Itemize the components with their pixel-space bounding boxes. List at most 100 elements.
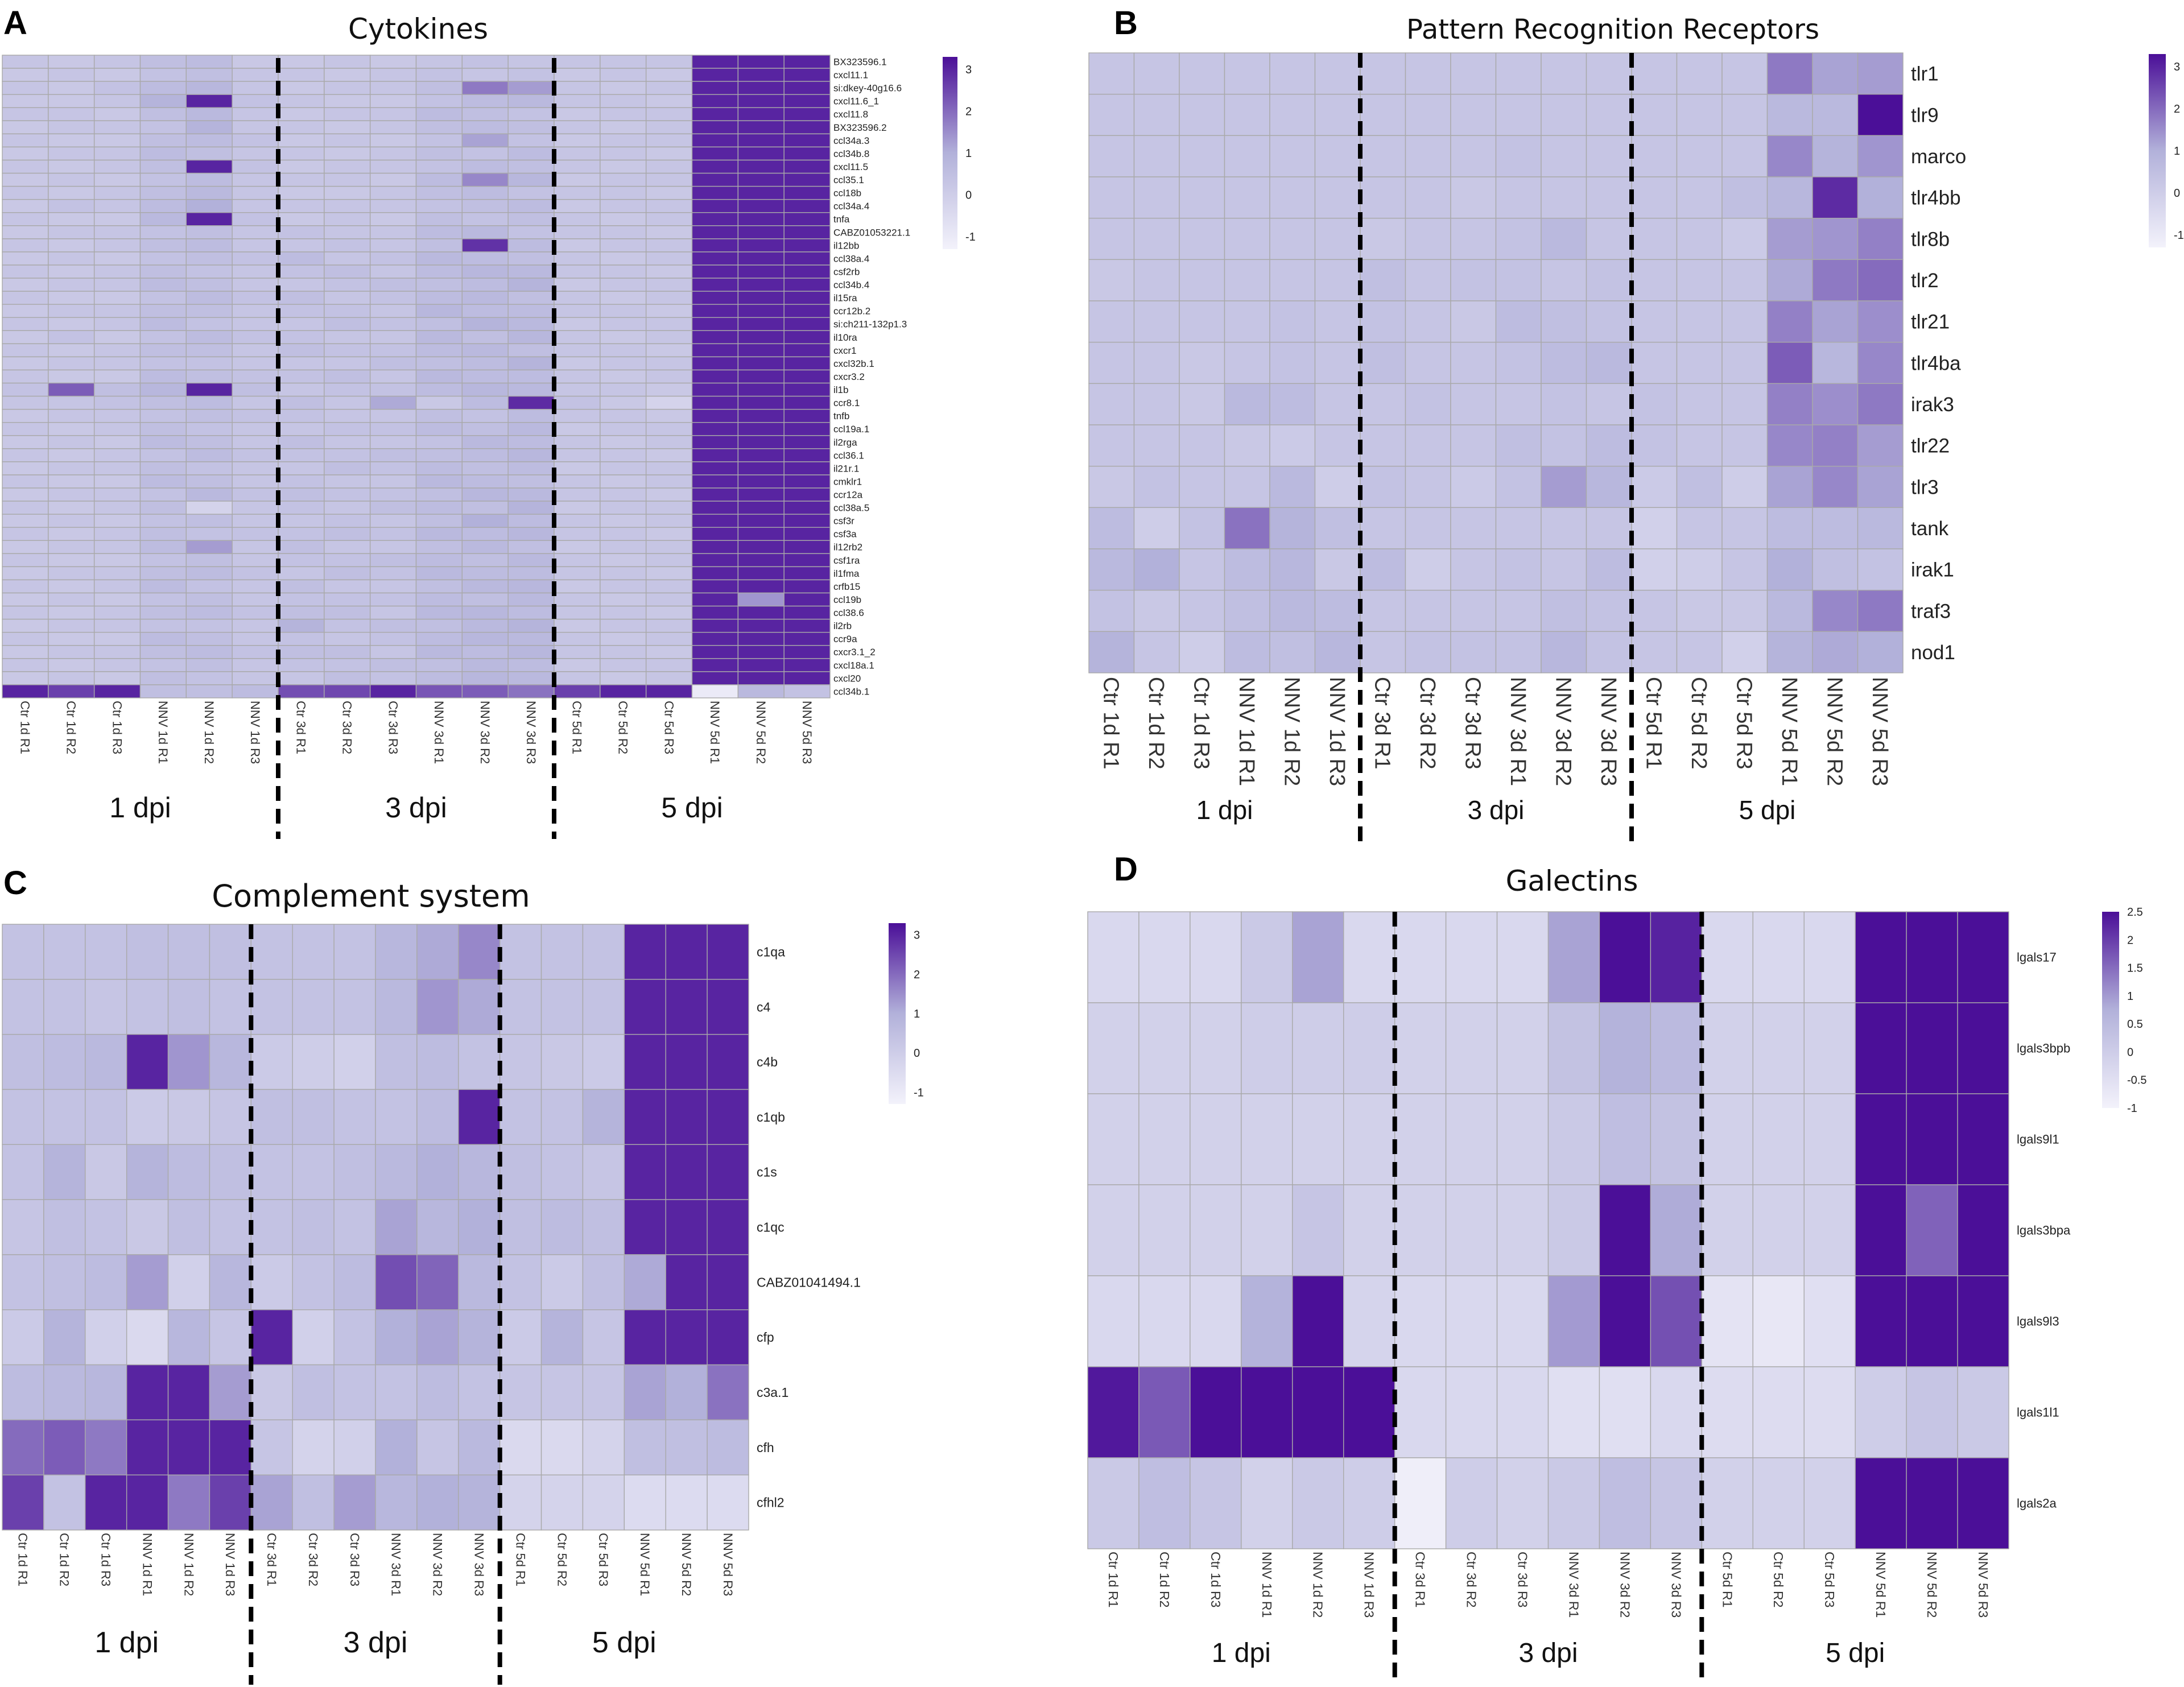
heatmap-cell-b-tlr22-nnv-1d-r1 xyxy=(1224,424,1270,467)
heatmap-cell-a-cxcl11-1-ctr-5d-r2 xyxy=(600,68,647,82)
heatmap-cell-a-il1fma-ctr-3d-r1 xyxy=(278,566,325,581)
heatmap-cell-a-cxcr3-2-ctr-1d-r3 xyxy=(93,369,141,384)
heatmap-cell-a-ccl34a-3-nnv-5d-r3 xyxy=(783,133,831,148)
heatmap-cell-a-cxcr3-2-ctr-3d-r3 xyxy=(369,369,417,384)
heatmap-cell-a-cxcl11-8-nnv-1d-r3 xyxy=(232,107,279,122)
heatmap-cell-c-c1qa-ctr-3d-r3 xyxy=(333,924,376,980)
heatmap-cell-a-il21r-1-ctr-3d-r2 xyxy=(324,461,371,475)
heatmap-cell-a-cxcr3-2-nnv-1d-r1 xyxy=(139,369,187,384)
heatmap-cell-b-traf3-ctr-5d-r3 xyxy=(1721,589,1768,632)
heatmap-cell-b-tlr4bb-ctr-1d-r2 xyxy=(1133,176,1180,219)
heatmap-cell-a-ccl38a-4-ctr-1d-r2 xyxy=(48,251,95,266)
heatmap-cell-b-tlr4ba-ctr-3d-r2 xyxy=(1405,341,1451,384)
heatmap-cell-d-lgals9l3-nnv-1d-r1 xyxy=(1241,1275,1293,1367)
heatmap-cell-a-il21r-1-nnv-3d-r3 xyxy=(507,461,555,475)
heatmap-cell-d-lgals9l3-nnv-5d-r3 xyxy=(1957,1275,2009,1367)
heatmap-cell-b-tlr4ba-nnv-5d-r3 xyxy=(1857,341,1904,384)
heatmap-cell-a-il2rga-ctr-3d-r1 xyxy=(278,435,325,449)
heatmap-cell-c-cfp-nnv-1d-r3 xyxy=(209,1309,252,1366)
heatmap-cell-a-cmklr1-nnv-1d-r3 xyxy=(232,474,279,489)
heatmap-cell-a-cxcr3-2-ctr-1d-r1 xyxy=(2,369,49,384)
heatmap-cell-c-c1qc-nnv-3d-r2 xyxy=(416,1199,459,1255)
panel-c-group-labels: 1 dpi 3 dpi 5 dpi xyxy=(94,1626,656,1659)
heatmap-cell-b-nod1-ctr-5d-r1 xyxy=(1631,631,1678,673)
heatmap-cell-c-c1s-nnv-1d-r1 xyxy=(126,1144,169,1200)
heatmap-cell-a-cxcl11-8-ctr-1d-r3 xyxy=(93,107,141,122)
heatmap-cell-d-lgals3bpa-ctr-3d-r1 xyxy=(1394,1184,1447,1276)
heatmap-cell-c-c1qc-ctr-1d-r3 xyxy=(85,1199,127,1255)
column-label-b-ctr-5d-r3: Ctr 5d R3 xyxy=(1732,677,1756,770)
heatmap-cell-c-cfh-ctr-1d-r1 xyxy=(2,1419,44,1475)
heatmap-cell-a-il2rga-nnv-1d-r1 xyxy=(139,435,187,449)
heatmap-cell-a-crfb15-ctr-1d-r1 xyxy=(2,579,49,594)
heatmap-cell-d-lgals3bpb-ctr-3d-r2 xyxy=(1445,1002,1498,1094)
heatmap-cell-d-lgals17-ctr-5d-r1 xyxy=(1701,911,1753,1003)
panel-a-group-labels: 1 dpi 3 dpi 5 dpi xyxy=(109,792,723,824)
heatmap-cell-a-cxcl18a-1-ctr-5d-r3 xyxy=(645,658,693,672)
heatmap-cell-a-cxcl11-8-nnv-3d-r2 xyxy=(461,107,509,122)
colorbar-tick-d-2: 1.5 xyxy=(2127,962,2143,975)
heatmap-cell-a-ccr8-1-ctr-3d-r1 xyxy=(278,395,325,410)
heatmap-cell-b-marco-ctr-3d-r1 xyxy=(1360,135,1406,177)
heatmap-cell-a-il15ra-nnv-3d-r2 xyxy=(461,291,509,305)
panel-d-galectins: D Galectins lgals17lgals3bpblgals9l1lgal… xyxy=(1087,851,2146,1685)
heatmap-cell-b-tank-nnv-5d-r3 xyxy=(1857,507,1904,549)
heatmap-cell-a-cxcr3-1-2-ctr-5d-r1 xyxy=(554,645,601,659)
column-label-c-nnv-3d-r2: NNV 3d R2 xyxy=(431,1533,445,1596)
row-label-b-nod1: nod1 xyxy=(1911,642,1955,664)
heatmap-cell-a-crfb15-nnv-5d-r3 xyxy=(783,579,831,594)
heatmap-cell-c-c4b-ctr-5d-r1 xyxy=(499,1033,542,1090)
heatmap-cell-d-lgals3bpb-ctr-3d-r1 xyxy=(1394,1002,1447,1094)
heatmap-cell-d-lgals3bpb-ctr-5d-r1 xyxy=(1701,1002,1753,1094)
heatmap-cell-a-ccl34a-4-ctr-1d-r3 xyxy=(93,199,141,213)
heatmap-cell-a-ccr9a-ctr-1d-r3 xyxy=(93,631,141,646)
heatmap-cell-b-tlr2-nnv-3d-r1 xyxy=(1495,259,1542,301)
heatmap-cell-a-il10ra-nnv-5d-r2 xyxy=(737,330,785,345)
heatmap-cell-a-cxcl32b-1-ctr-5d-r3 xyxy=(645,356,693,371)
heatmap-cell-c-cfp-nnv-5d-r2 xyxy=(665,1309,708,1366)
heatmap-cell-a-ccr12b-2-nnv-3d-r1 xyxy=(415,304,463,318)
column-label-b-nnv-5d-r1: NNV 5d R1 xyxy=(1777,677,1801,786)
heatmap-cell-a-ccl34b-1-nnv-5d-r1 xyxy=(691,684,739,698)
heatmap-cell-b-irak1-nnv-3d-r3 xyxy=(1586,548,1632,591)
heatmap-cell-a-csf3r-nnv-3d-r2 xyxy=(461,514,509,528)
heatmap-cell-a-cxcl20-ctr-5d-r2 xyxy=(600,671,647,685)
heatmap-cell-a-il21r-1-nnv-5d-r2 xyxy=(737,461,785,475)
heatmap-cell-a-ccl35-1-ctr-5d-r1 xyxy=(554,172,601,187)
heatmap-cell-a-il1fma-nnv-5d-r3 xyxy=(783,566,831,581)
colorbar-gradient-d xyxy=(2102,912,2119,1108)
heatmap-cell-a-bx323596-2-nnv-3d-r2 xyxy=(461,120,509,135)
heatmap-cell-a-ccl18b-ctr-1d-r1 xyxy=(2,185,49,200)
heatmap-cell-a-ccr12a-ctr-5d-r2 xyxy=(600,487,647,502)
heatmap-cell-a-si-dkey-40g16-6-ctr-1d-r2 xyxy=(48,81,95,95)
column-label-c-nnv-3d-r3: NNV 3d R3 xyxy=(472,1533,486,1596)
heatmap-cell-c-c1s-ctr-3d-r1 xyxy=(250,1144,293,1200)
heatmap-cell-a-cxcl32b-1-nnv-5d-r1 xyxy=(691,356,739,371)
heatmap-cell-c-cfp-nnv-1d-r1 xyxy=(126,1309,169,1366)
heatmap-cell-a-il2rga-nnv-3d-r1 xyxy=(415,435,463,449)
heatmap-cell-a-il12rb2-nnv-1d-r2 xyxy=(185,540,233,555)
heatmap-cell-d-lgals2a-nnv-1d-r2 xyxy=(1292,1457,1344,1549)
heatmap-cell-a-cxcl32b-1-nnv-3d-r2 xyxy=(461,356,509,371)
heatmap-cell-a-ccl38-6-ctr-5d-r2 xyxy=(600,605,647,620)
heatmap-cell-b-tlr8b-ctr-1d-r3 xyxy=(1179,217,1225,261)
heatmap-cell-c-c4b-nnv-3d-r3 xyxy=(458,1033,501,1090)
heatmap-cell-a-bx323596-1-ctr-5d-r3 xyxy=(645,55,693,69)
heatmap-cell-c-c1qa-ctr-5d-r1 xyxy=(499,924,542,980)
heatmap-cell-a-tnfa-nnv-3d-r2 xyxy=(461,212,509,226)
heatmap-cell-a-si-ch211-132p1-3-nnv-3d-r1 xyxy=(415,317,463,331)
heatmap-cell-a-cxcr1-nnv-5d-r1 xyxy=(691,343,739,358)
heatmap-cell-b-tlr4bb-nnv-3d-r2 xyxy=(1541,176,1587,219)
heatmap-cell-b-traf3-ctr-1d-r3 xyxy=(1179,589,1225,632)
heatmap-cell-a-ccl34b-1-ctr-1d-r1 xyxy=(2,684,49,698)
heatmap-cell-c-c3a-1-ctr-3d-r2 xyxy=(292,1364,335,1421)
heatmap-cell-a-il1fma-ctr-5d-r3 xyxy=(645,566,693,581)
heatmap-cell-a-csf3a-ctr-1d-r1 xyxy=(2,527,49,541)
heatmap-cell-c-c1s-ctr-1d-r1 xyxy=(2,1144,44,1200)
panel-c-group-dividers xyxy=(249,924,502,1685)
row-label-a-csf2rb: csf2rb xyxy=(833,267,860,278)
heatmap-cell-a-ccl19b-ctr-3d-r2 xyxy=(324,592,371,607)
heatmap-cell-a-cxcr3-2-ctr-1d-r2 xyxy=(48,369,95,384)
colorbar-tick-c-1: 2 xyxy=(914,969,920,981)
heatmap-cell-c-c4b-nnv-5d-r1 xyxy=(624,1033,666,1090)
